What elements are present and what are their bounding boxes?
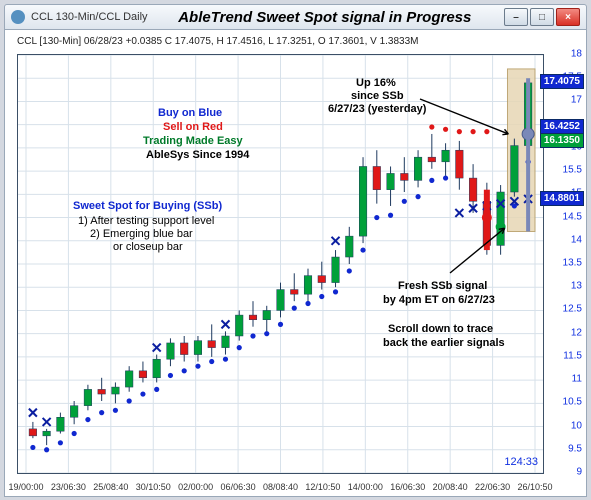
x-tick: 23/06:30 bbox=[51, 482, 86, 492]
x-tick: 16/06:30 bbox=[390, 482, 425, 492]
note-fresh-2: by 4pm ET on 6/27/23 bbox=[383, 294, 495, 308]
y-tick: 10.5 bbox=[563, 397, 582, 408]
chart-canvas bbox=[18, 55, 543, 473]
note-up16-3: 6/27/23 (yesterday) bbox=[328, 103, 426, 117]
y-tick: 10 bbox=[571, 420, 582, 431]
note-ssb-title: Sweet Spot for Buying (SSb) bbox=[73, 200, 222, 214]
app-frame: CCL 130-Min/CCL Daily AbleTrend Sweet Sp… bbox=[0, 0, 591, 500]
y-tick: 12 bbox=[571, 327, 582, 338]
note-ssb-2: 2) Emerging blue bar bbox=[90, 228, 193, 242]
x-tick: 26/10:50 bbox=[517, 482, 552, 492]
y-tick: 11.5 bbox=[563, 350, 582, 361]
note-ssb-1: 1) After testing support level bbox=[78, 215, 214, 229]
x-tick: 30/10:50 bbox=[136, 482, 171, 492]
note-since: AbleSys Since 1994 bbox=[146, 149, 249, 163]
y-tick: 9 bbox=[576, 467, 582, 478]
y-tick: 14 bbox=[571, 234, 582, 245]
note-ssb-3: or closeup bar bbox=[113, 241, 183, 255]
price-badge: 16.1350 bbox=[540, 133, 584, 148]
y-tick: 17 bbox=[571, 95, 582, 106]
y-tick: 18 bbox=[571, 49, 582, 60]
x-tick: 25/08:40 bbox=[93, 482, 128, 492]
y-tick: 12.5 bbox=[563, 304, 582, 315]
app-body: CCL [130-Min] 06/28/23 +0.0385 C 17.4075… bbox=[4, 30, 587, 497]
x-tick: 19/00:00 bbox=[8, 482, 43, 492]
note-sell-on-red: Sell on Red bbox=[163, 121, 223, 135]
y-tick: 15.5 bbox=[563, 165, 582, 176]
note-scroll-2: back the earlier signals bbox=[383, 337, 505, 351]
y-tick: 13.5 bbox=[563, 258, 582, 269]
ohlc-readout: CCL [130-Min] 06/28/23 +0.0385 C 17.4075… bbox=[17, 36, 419, 47]
tab-title: CCL 130-Min/CCL Daily bbox=[31, 11, 148, 23]
note-up16-2: since SSb bbox=[351, 90, 404, 104]
x-tick: 14/00:00 bbox=[348, 482, 383, 492]
price-badge: 14.8801 bbox=[540, 191, 584, 206]
app-icon bbox=[11, 10, 25, 24]
x-tick: 02/00:00 bbox=[178, 482, 213, 492]
note-scroll-1: Scroll down to trace bbox=[388, 323, 493, 337]
note-up16-1: Up 16% bbox=[356, 77, 396, 91]
x-tick: 22/06:30 bbox=[475, 482, 510, 492]
y-tick: 14.5 bbox=[563, 211, 582, 222]
note-fresh-1: Fresh SSb signal bbox=[398, 280, 487, 294]
window-titlebar: CCL 130-Min/CCL Daily AbleTrend Sweet Sp… bbox=[4, 4, 587, 30]
window-title: AbleTrend Sweet Spot signal in Progress bbox=[148, 9, 502, 26]
price-badge: 17.4075 bbox=[540, 74, 584, 89]
close-button[interactable]: × bbox=[556, 8, 580, 26]
x-tick: 06/06:30 bbox=[221, 482, 256, 492]
x-tick: 20/08:40 bbox=[433, 482, 468, 492]
minimize-button[interactable]: – bbox=[504, 8, 528, 26]
y-tick: 11 bbox=[572, 374, 582, 385]
x-tick: 08/08:40 bbox=[263, 482, 298, 492]
time-counter: 124:33 bbox=[504, 456, 538, 468]
chart-plot[interactable]: Buy on Blue Sell on Red Trading Made Eas… bbox=[17, 54, 544, 474]
note-buy-on-blue: Buy on Blue bbox=[158, 107, 222, 121]
note-made-easy: Trading Made Easy bbox=[143, 135, 243, 149]
y-tick: 9.5 bbox=[568, 443, 582, 454]
maximize-button[interactable]: □ bbox=[530, 8, 554, 26]
x-tick: 12/10:50 bbox=[305, 482, 340, 492]
y-tick: 13 bbox=[571, 281, 582, 292]
